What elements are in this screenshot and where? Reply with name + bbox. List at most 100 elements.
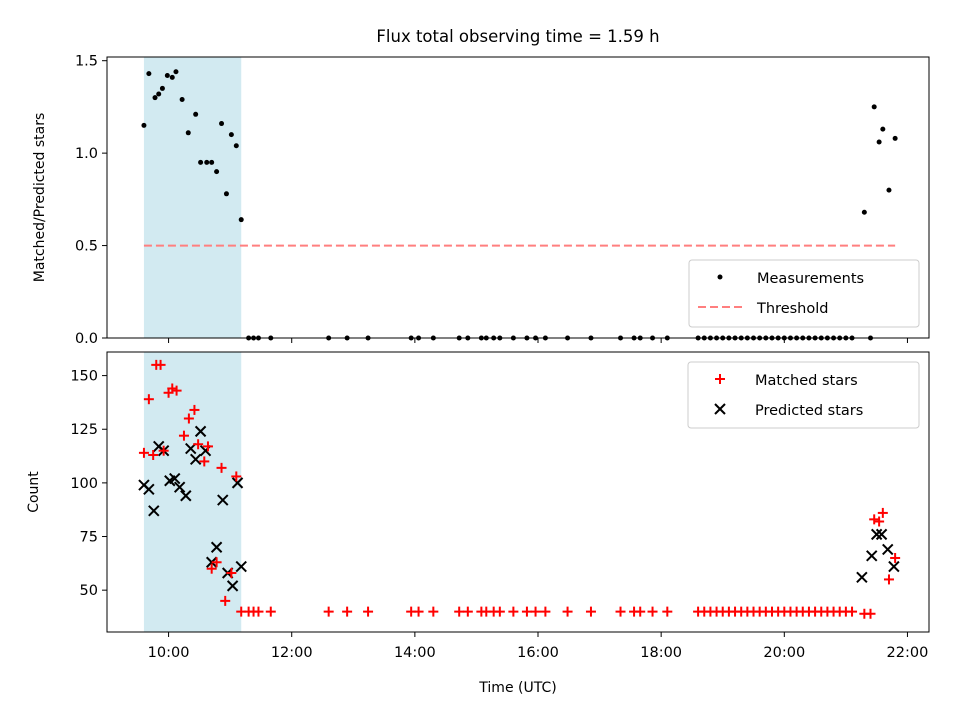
- measurement-point: [886, 187, 892, 193]
- matched-star-point: [540, 606, 551, 617]
- matched-star-point: [865, 608, 876, 619]
- matched-star-point: [890, 552, 901, 563]
- matched-star-point: [585, 606, 596, 617]
- top-x-axis-ticks: [168, 338, 908, 343]
- top-legend: Measurements Threshold: [688, 259, 920, 328]
- matched-star-point: [253, 606, 264, 617]
- matched-star-point: [226, 567, 237, 578]
- matched-star-point: [211, 557, 222, 568]
- bottom-legend: Matched stars Predicted stars: [687, 361, 920, 429]
- predicted-star-point: [173, 481, 186, 493]
- measurement-point: [892, 135, 898, 141]
- matched-star-point: [342, 606, 353, 617]
- matched-stars-series: [138, 359, 901, 619]
- matched-star-point: [413, 606, 424, 617]
- measurement-point: [233, 143, 239, 149]
- bottom-y-axis-ticks: 50 75 100 125 150: [70, 369, 107, 599]
- matched-star-point: [171, 385, 182, 396]
- measurement-point: [209, 159, 215, 165]
- matched-star-point: [662, 606, 673, 617]
- matched-star-point: [635, 606, 646, 617]
- matched-star-point: [530, 606, 541, 617]
- matched-star-point: [874, 516, 885, 527]
- bottom-y-axis-label: Count: [26, 471, 42, 513]
- bottom-shaded-interval: [143, 352, 242, 632]
- top-shaded-interval: [143, 57, 242, 338]
- predicted-star-point: [148, 505, 160, 517]
- matched-star-point: [647, 606, 658, 617]
- predicted-star-point: [189, 453, 202, 465]
- y-tick-label: 0.0: [75, 331, 98, 347]
- measurement-point: [198, 159, 204, 165]
- measurement-point: [204, 159, 210, 165]
- x-tick-label: 16:00: [517, 645, 559, 661]
- measurement-point: [169, 74, 175, 80]
- matched-star-point: [231, 471, 242, 482]
- legend-measurements-marker: [717, 274, 723, 280]
- matched-star-point: [615, 606, 626, 617]
- predicted-star-point: [217, 494, 229, 506]
- chart-title: Flux total observing time = 1.59 h: [376, 27, 659, 46]
- x-tick-label: 18:00: [640, 645, 682, 661]
- predicted-star-point: [226, 580, 239, 592]
- measurement-point: [871, 104, 877, 110]
- top-panel: 0.0 0.5 1.0 1.5 Matched/Predicted stars Mea…: [32, 54, 930, 347]
- bottom-plot-frame: [106, 351, 930, 633]
- legend-matched-marker: [715, 374, 725, 384]
- y-tick-label: 100: [70, 476, 98, 492]
- matched-star-point: [143, 394, 154, 405]
- measurement-point: [193, 111, 199, 117]
- matched-star-point: [508, 606, 519, 617]
- matched-star-point: [428, 606, 439, 617]
- matched-star-point: [847, 606, 858, 617]
- predicted-star-point: [870, 528, 883, 541]
- bottom-x-axis-ticks: 10:00 12:00 14:00 16:00 18:00 20:00 22:00: [148, 632, 929, 661]
- bottom-panel: 50 75 100 125 150 10:00 12:00 14:00 16:00 18:00 2…: [26, 351, 930, 696]
- y-tick-label: 1.5: [75, 54, 98, 70]
- predicted-star-point: [866, 550, 878, 562]
- legend-measurements-label: Measurements: [757, 271, 864, 287]
- y-tick-label: 0.5: [75, 239, 98, 255]
- predicted-star-point: [194, 425, 207, 438]
- matched-star-point: [265, 606, 276, 617]
- measurement-point: [146, 71, 152, 77]
- matched-star-point: [206, 563, 217, 574]
- measurement-point: [238, 217, 244, 223]
- x-axis-label: Time (UTC): [478, 680, 556, 696]
- y-tick-label: 50: [80, 583, 98, 599]
- matched-star-point: [189, 404, 200, 415]
- predicted-star-point: [180, 490, 192, 502]
- matched-star-point: [462, 606, 473, 617]
- top-plot-frame: [106, 56, 930, 339]
- x-tick-label: 10:00: [148, 645, 190, 661]
- y-tick-label: 125: [70, 422, 98, 438]
- matched-star-point: [199, 456, 210, 467]
- top-y-axis-ticks: 0.0 0.5 1.0 1.5: [75, 54, 107, 347]
- y-tick-label: 150: [70, 369, 98, 385]
- matched-star-point: [869, 514, 880, 525]
- matched-star-point: [216, 462, 227, 473]
- matched-star-point: [202, 441, 213, 452]
- matched-star-point: [155, 359, 166, 370]
- x-tick-label: 22:00: [887, 645, 929, 661]
- predicted-star-point: [882, 543, 894, 556]
- measurement-point: [141, 122, 147, 128]
- legend-predicted-label: Predicted stars: [755, 403, 863, 419]
- predicted-star-point: [231, 477, 244, 489]
- x-tick-label: 12:00: [271, 645, 313, 661]
- predicted-star-point: [888, 560, 900, 573]
- y-tick-label: 1.0: [75, 146, 98, 162]
- predicted-star-point: [235, 560, 247, 573]
- measurement-point: [223, 191, 229, 197]
- legend-matched-label: Matched stars: [755, 373, 858, 389]
- y-tick-label: 75: [80, 530, 98, 546]
- measurement-point: [876, 139, 882, 145]
- measurement-point: [179, 97, 185, 103]
- measurement-point: [164, 72, 170, 78]
- top-y-axis-label: Matched/Predicted stars: [32, 113, 48, 283]
- matched-star-point: [877, 507, 888, 518]
- matched-star-point: [454, 606, 465, 617]
- x-tick-label: 20:00: [763, 645, 805, 661]
- matched-star-point: [138, 447, 149, 458]
